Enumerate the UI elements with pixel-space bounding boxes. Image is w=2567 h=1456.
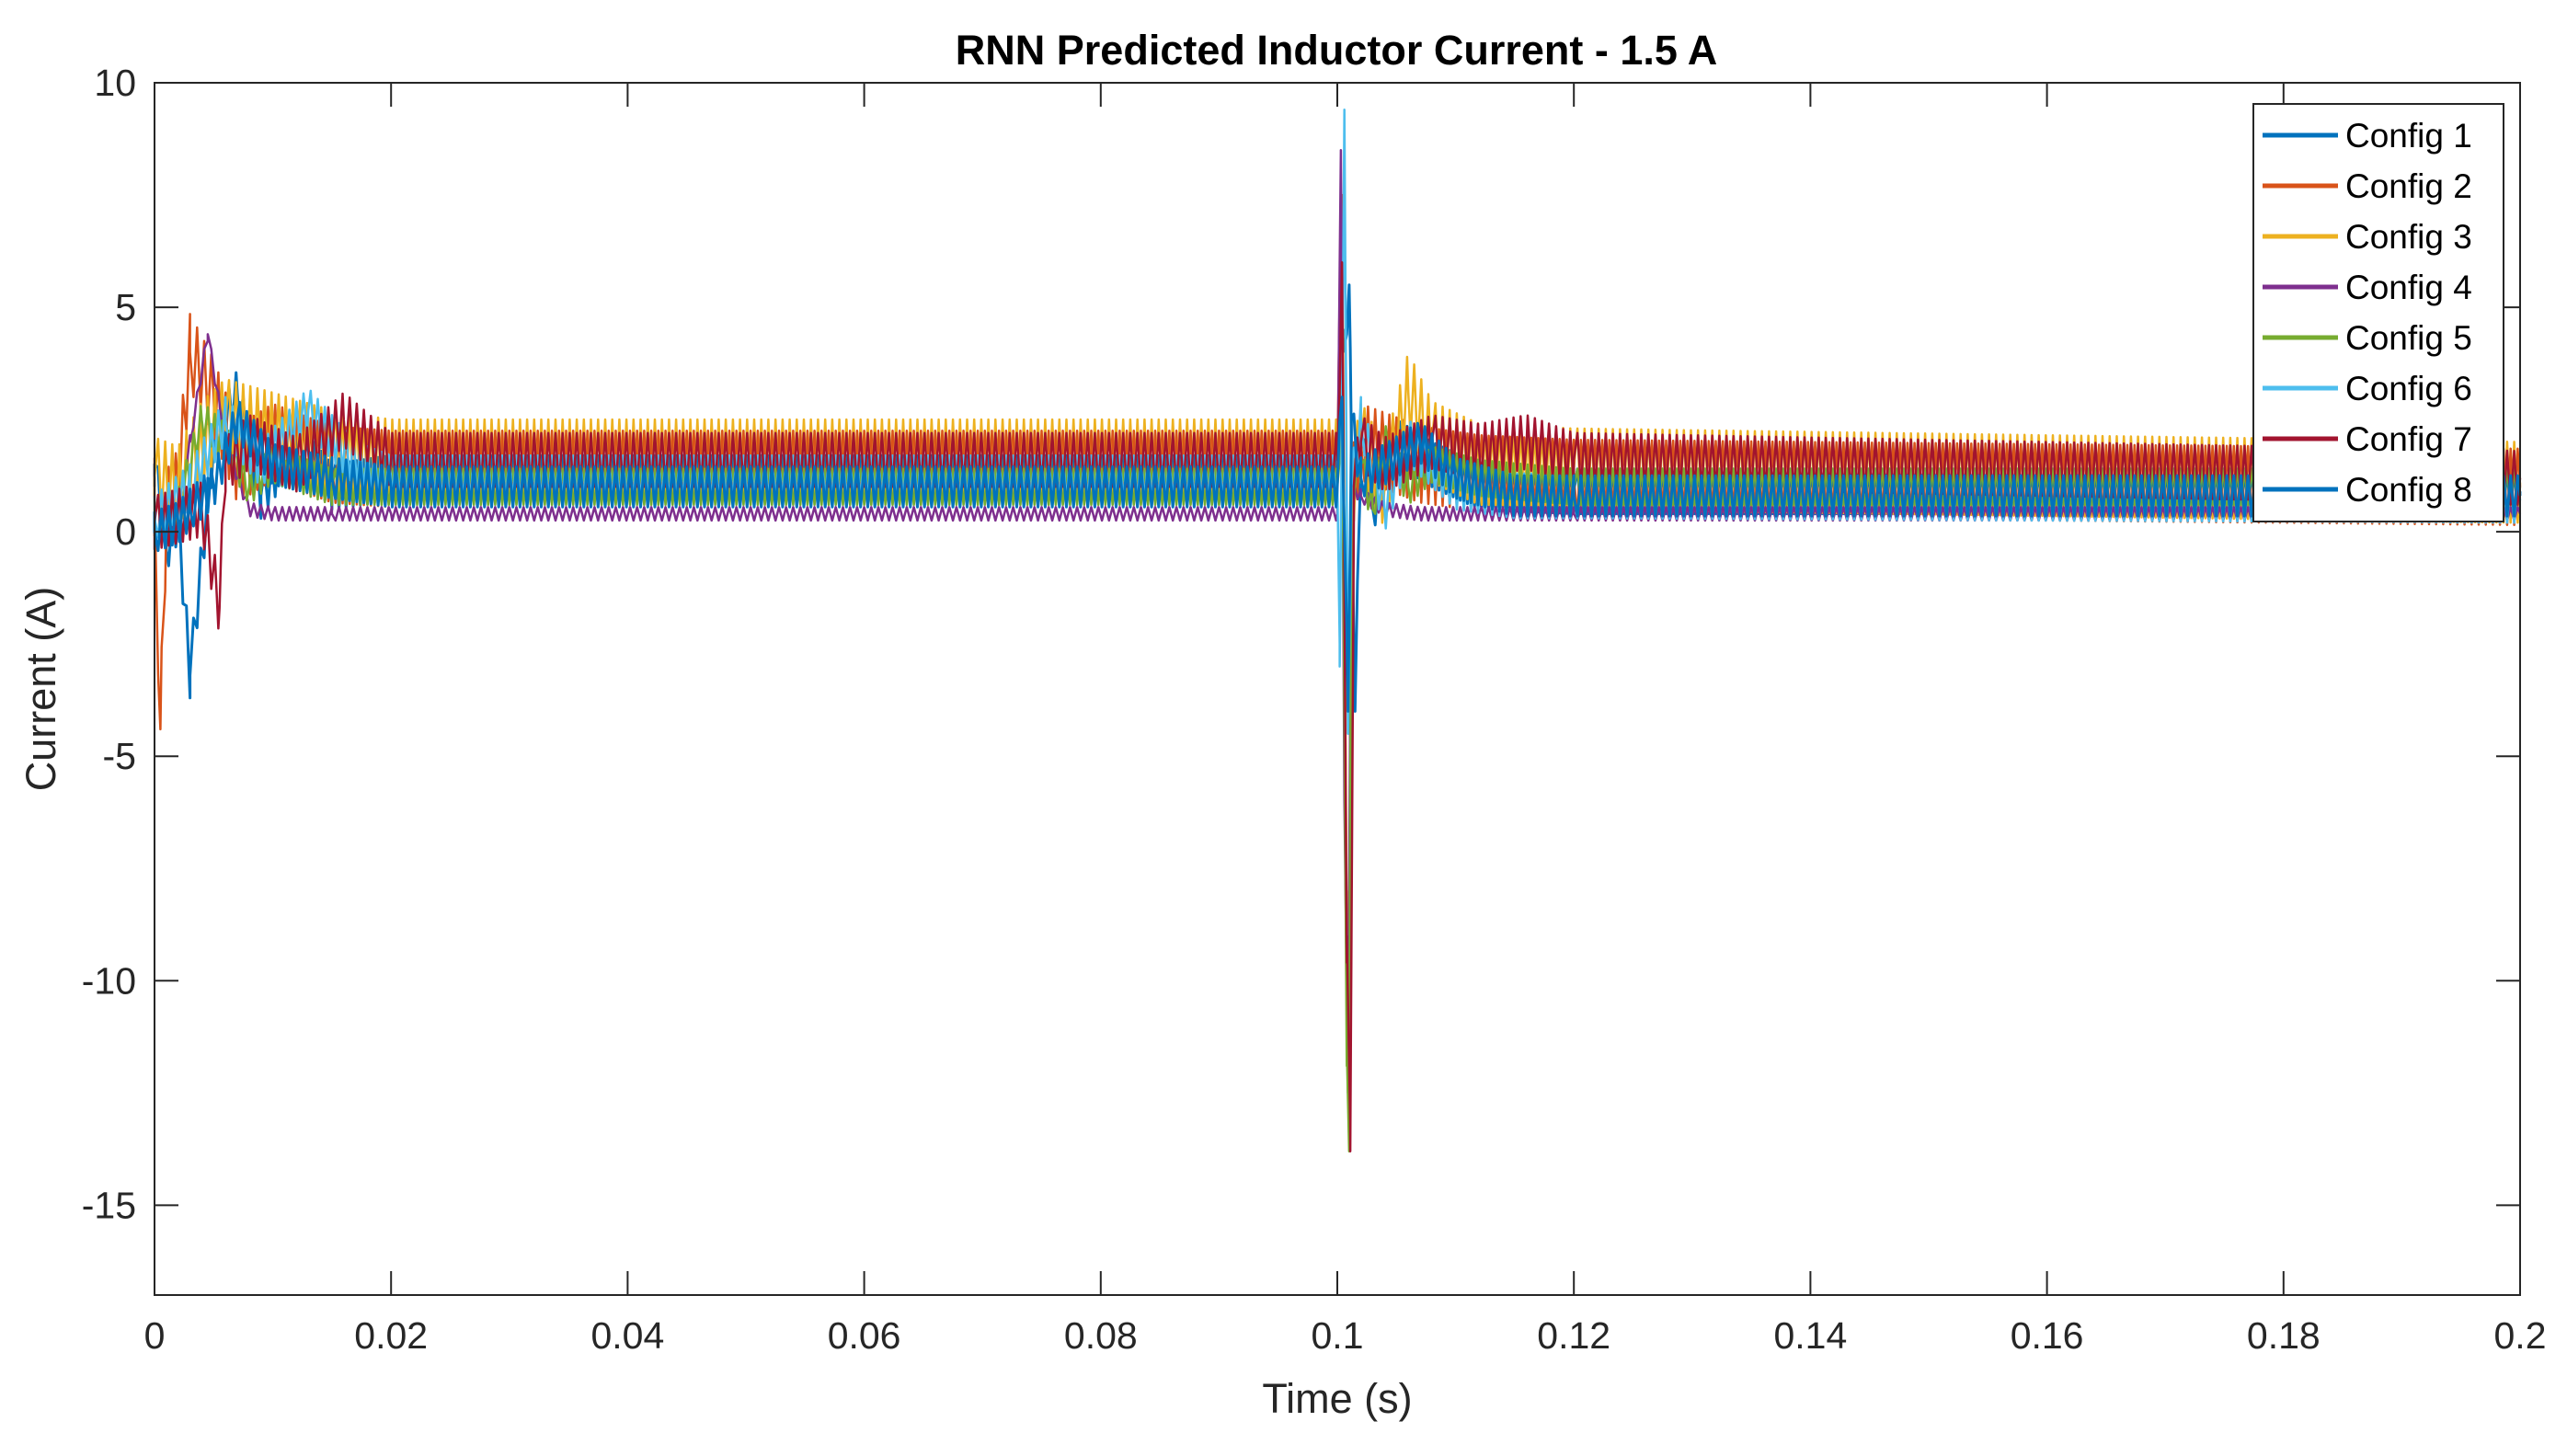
x-tick-label: 0.02 (354, 1314, 428, 1357)
series-line-4 (153, 148, 2522, 1095)
y-tick-label: -10 (82, 959, 136, 1002)
x-tick-label: 0.2 (2494, 1314, 2547, 1357)
x-tick-label: 0.16 (2011, 1314, 2084, 1357)
x-tick-label: 0 (144, 1314, 166, 1357)
legend: Config 1 Config 2 Config 3 Config 4 Config 5… (2252, 103, 2504, 522)
x-axis-label: Time (s) (1262, 1375, 1412, 1422)
y-tick-label: -15 (82, 1184, 136, 1226)
x-tick-label: 0.06 (828, 1314, 901, 1357)
legend-label-2: Config 2 (2345, 167, 2472, 205)
y-axis-label: Current (A) (17, 587, 64, 792)
y-tick-label: 5 (115, 286, 136, 328)
x-tick-label: 0.12 (1537, 1314, 1610, 1357)
x-tick-label: 0.18 (2247, 1314, 2321, 1357)
legend-label-1: Config 1 (2345, 117, 2472, 155)
x-tick-label: 0.14 (1773, 1314, 1847, 1357)
legend-label-6: Config 6 (2345, 370, 2472, 407)
x-tick-label: 0.04 (590, 1314, 664, 1357)
tick-labels: 0 0.02 0.04 0.06 0.08 0.1 0.12 0.14 0.16 0.18 0.2 -… (82, 62, 2547, 1357)
legend-label-5: Config 5 (2345, 319, 2472, 357)
x-tick-label: 0.08 (1064, 1314, 1138, 1357)
ticks (154, 82, 2521, 1295)
y-tick-label: 10 (94, 62, 136, 104)
legend-label-7: Config 7 (2345, 420, 2472, 458)
x-tick-label: 0.1 (1312, 1314, 1364, 1357)
y-tick-label: -5 (103, 735, 136, 777)
legend-label-3: Config 3 (2345, 218, 2472, 256)
plot-lines (153, 109, 2522, 1153)
chart-title: RNN Predicted Inductor Current - 1.5 A (956, 27, 1717, 74)
series-line-8 (153, 396, 2522, 713)
legend-label-4: Config 4 (2345, 269, 2472, 306)
y-tick-label: 0 (115, 510, 136, 553)
legend-label-8: Config 8 (2345, 471, 2472, 509)
legend-box (2252, 103, 2504, 522)
